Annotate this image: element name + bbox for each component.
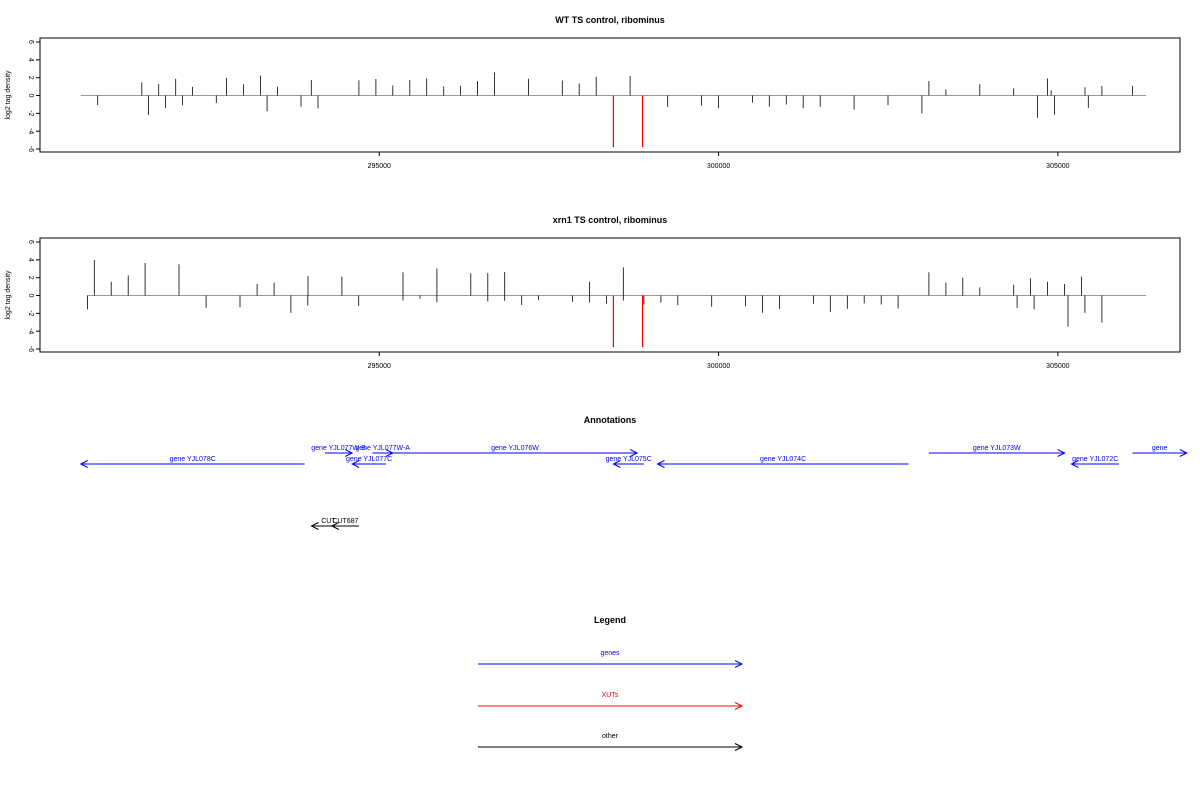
legend-label: genes [600,650,620,657]
other-label: CUT [321,518,336,525]
y-axis: 6 4 2 0 -2 -4 -6 [27,240,40,352]
gene-arrow: gene YJL077W-B [311,445,366,457]
gene-arrow: gene [1132,445,1188,457]
legend-label: other [602,733,619,740]
gene-arrow: gene YJL078C [79,456,305,468]
other-label: CUT687 [332,518,358,525]
gene-label: gene YJL078C [170,456,216,463]
y-tick-label: -6 [27,346,34,352]
panel-title: WT TS control, ribominus [555,15,665,25]
y-axis: 6 4 2 0 -2 -4 -6 [27,40,40,152]
density-bars [97,72,1133,118]
legend-item-head [734,660,744,668]
gene-arrow-head [1179,449,1188,457]
y-tick-label: 2 [27,276,34,280]
density-panel-1: WT TS control, ribominus 6 4 2 0 -2 -4 -6 log2 t… [5,15,1181,170]
gene-arrow-head [1070,460,1079,468]
y-axis-label: log2 tag density [5,270,12,320]
gene-arrow: gene YJL077C [346,456,392,468]
x-tick-label: 295000 [368,363,391,370]
other-arrow-head [310,522,319,530]
legend-item: other [478,733,744,751]
gene-label: gene [1152,445,1168,452]
legend-item-head [734,743,744,751]
x-axis: 295000 300000 305000 [368,152,1070,170]
x-axis: 295000 300000 305000 [368,352,1070,370]
x-tick-label: 300000 [707,363,730,370]
gene-label: gene YJL076W [491,445,539,452]
gene-arrow-head [629,449,639,457]
y-tick-label: 0 [27,94,34,98]
y-tick-label: 4 [27,58,34,62]
y-axis-label: log2 tag density [5,70,12,120]
gene-arrow: gene YJL073W [928,445,1066,457]
gene-arrow-head [351,460,360,468]
y-tick-label: 0 [27,294,34,298]
gene-arrow-head [656,460,665,468]
y-tick-label: -2 [27,110,34,116]
gene-label: gene YJL072C [1072,456,1118,463]
legend-item-head [734,702,744,710]
y-tick-label: 6 [27,240,34,244]
gene-arrow-head [344,449,354,457]
legend-label: XUTs [602,692,619,699]
gene-arrow: gene YJL072C [1070,456,1119,468]
y-tick-label: -2 [27,310,34,316]
gene-label: gene YJL077W-B [311,445,366,452]
gene-label: gene YJL077W-A [355,445,410,452]
gene-arrow: gene YJL074C [656,456,909,468]
x-tick-label: 305000 [1046,363,1069,370]
other-arrow: CUT687 [330,518,359,530]
density-panels: WT TS control, ribominus 6 4 2 0 -2 -4 -6 log2 t… [5,15,1181,370]
x-tick-label: 305000 [1046,163,1069,170]
y-tick-label: -4 [27,128,34,134]
legend-item: XUTs [478,692,744,710]
gene-arrow-head [79,460,88,468]
legend: Legend genes XUTs other [478,615,744,751]
density-panel-2: xrn1 TS control, ribominus 6 4 2 0 -2 -4 -6 log2… [5,215,1181,370]
gene-arrow: gene YJL077W-A [355,445,410,457]
y-tick-label: -6 [27,146,34,152]
legend-title: Legend [594,615,626,625]
gene-label: gene YJL073W [973,445,1021,452]
y-tick-label: 4 [27,258,34,262]
x-tick-label: 295000 [368,163,391,170]
gene-arrow-head [1057,449,1066,457]
annotations-title: Annotations [584,415,637,425]
gene-arrow-head [612,460,621,468]
y-tick-label: 2 [27,76,34,80]
y-tick-label: 6 [27,40,34,44]
gene-arrow: gene YJL076W [392,445,639,457]
gene-label: gene YJL074C [760,456,806,463]
x-tick-label: 300000 [707,163,730,170]
legend-item: genes [478,650,744,668]
panel-title: xrn1 TS control, ribominus [553,215,668,225]
gene-label: gene YJL077C [346,456,392,463]
gene-arrow-head [385,449,394,457]
y-tick-label: -4 [27,328,34,334]
gene-arrow: gene YJL075C [606,456,652,468]
gene-label: gene YJL075C [606,456,652,463]
density-bars [87,260,1103,327]
other-arrow-head [330,522,340,530]
